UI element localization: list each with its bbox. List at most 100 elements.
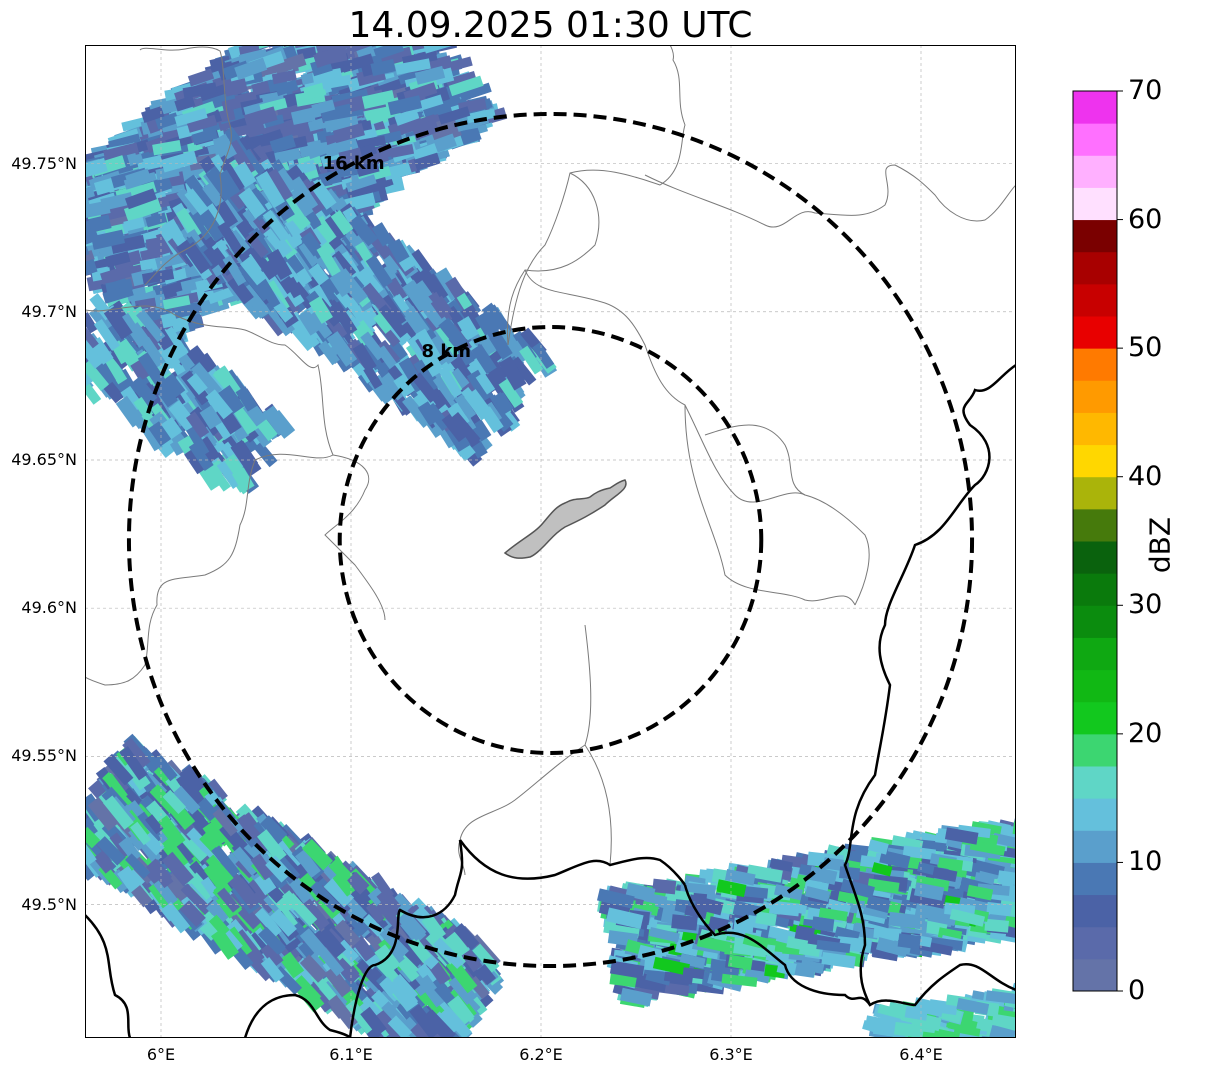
reflectivity-cell — [295, 849, 321, 878]
reflectivity-cell — [324, 115, 359, 133]
lat-tick-label: 49.75°N — [11, 153, 77, 173]
reflectivity-cell — [330, 210, 354, 236]
reflectivity-cell — [414, 65, 446, 85]
colorbar-block — [1073, 155, 1117, 188]
reflectivity-cell — [1004, 913, 1016, 932]
reflectivity-cell — [238, 48, 268, 65]
reflectivity-cell — [260, 957, 285, 983]
reflectivity-cell — [311, 99, 336, 116]
reflectivity-cell — [122, 737, 151, 769]
reflectivity-cell — [87, 796, 120, 832]
reflectivity-cell — [271, 69, 297, 85]
reflectivity-cell — [466, 369, 494, 403]
reflectivity-cell — [243, 106, 278, 129]
reflectivity-cell — [324, 214, 347, 241]
reflectivity-cell — [320, 103, 353, 123]
reflectivity-cell — [352, 342, 377, 373]
colorbar-tick-label: 0 — [1128, 975, 1146, 1006]
reflectivity-cell — [85, 214, 112, 237]
reflectivity-cell — [308, 296, 333, 324]
reflectivity-cell — [174, 95, 196, 112]
reflectivity-cell — [141, 106, 165, 123]
reflectivity-cell — [949, 908, 986, 927]
reflectivity-cell — [233, 161, 257, 188]
colorbar-tick-label: 20 — [1128, 717, 1163, 749]
reflectivity-cell — [356, 161, 380, 177]
reflectivity-cell — [212, 808, 238, 837]
reflectivity-cell — [873, 926, 902, 941]
reflectivity-cell — [969, 840, 1006, 856]
reflectivity-cell — [211, 928, 239, 960]
country-border — [243, 993, 352, 1038]
reflectivity-cell — [186, 114, 218, 133]
reflectivity-cell — [696, 935, 732, 954]
reflectivity-cell — [202, 821, 227, 848]
reflectivity-cell — [389, 293, 410, 316]
colorbar-block — [1073, 605, 1117, 638]
reflectivity-cell — [260, 942, 284, 968]
reflectivity-cell — [177, 828, 209, 862]
reflectivity-cell — [397, 69, 420, 85]
reflectivity-cell — [648, 927, 680, 943]
reflectivity-cell — [195, 205, 226, 242]
reflectivity-cell — [332, 122, 365, 144]
reflectivity-cell — [248, 243, 280, 281]
reflectivity-cell — [410, 249, 433, 275]
reflectivity-cell — [818, 907, 848, 922]
reflectivity-cell — [130, 821, 152, 846]
reflectivity-cell — [176, 187, 201, 216]
reflectivity-cell — [355, 147, 389, 170]
colorbar-block — [1073, 251, 1117, 285]
reflectivity-cell — [262, 209, 291, 243]
reflectivity-cell — [897, 933, 921, 950]
colorbar-block — [1073, 637, 1117, 671]
reflectivity-cell — [273, 53, 307, 75]
reflectivity-cell — [447, 995, 475, 1026]
reflectivity-cell — [344, 45, 376, 54]
reflectivity-cell — [957, 1033, 981, 1038]
colorbar-block — [1073, 894, 1117, 928]
colorbar-frame — [1072, 90, 1118, 992]
reflectivity-cell — [413, 152, 441, 171]
reflectivity-cell — [355, 267, 384, 298]
reflectivity-cell — [232, 877, 261, 910]
reflectivity-cell — [204, 864, 233, 897]
reflectivity-cell — [153, 878, 178, 907]
reflectivity-cell — [103, 142, 140, 163]
reflectivity-cell — [161, 901, 191, 934]
reflectivity-cell — [519, 345, 544, 375]
reflectivity-cell — [85, 312, 98, 334]
reflectivity-cell — [299, 928, 327, 957]
admin-border — [584, 744, 612, 866]
reflectivity-cell — [161, 416, 183, 440]
reflectivity-cell — [176, 772, 206, 808]
reflectivity-cell — [682, 967, 705, 980]
reflectivity-cell — [186, 827, 211, 852]
reflectivity-cell — [475, 372, 496, 395]
colorbar-block — [1073, 380, 1117, 413]
radar-map[interactable] — [85, 45, 1016, 1038]
colorbar-block — [1073, 91, 1117, 124]
reflectivity-cell — [875, 937, 909, 958]
reflectivity-cell — [103, 305, 133, 340]
reflectivity-cell — [323, 876, 355, 908]
reflectivity-cell — [413, 359, 439, 393]
colorbar-tick-label: 10 — [1128, 846, 1163, 878]
reflectivity-cell — [148, 421, 172, 447]
reflectivity-cell — [211, 844, 240, 878]
reflectivity-cell — [619, 987, 653, 1007]
reflectivity-cell — [290, 176, 319, 211]
reflectivity-cell — [448, 75, 484, 97]
colorbar-ticks — [1117, 90, 1123, 992]
reflectivity-cell — [879, 849, 911, 869]
reflectivity-cell — [105, 251, 131, 268]
reflectivity-cell — [391, 892, 413, 915]
colorbar-block — [1073, 798, 1117, 831]
reflectivity-cell — [85, 335, 104, 369]
reflectivity-cell — [268, 409, 296, 439]
lat-tick-label: 49.6°N — [21, 598, 77, 618]
reflectivity-cell — [732, 901, 763, 920]
reflectivity-cell — [103, 753, 134, 786]
city-area — [503, 479, 627, 559]
colorbar-block — [1073, 123, 1117, 156]
